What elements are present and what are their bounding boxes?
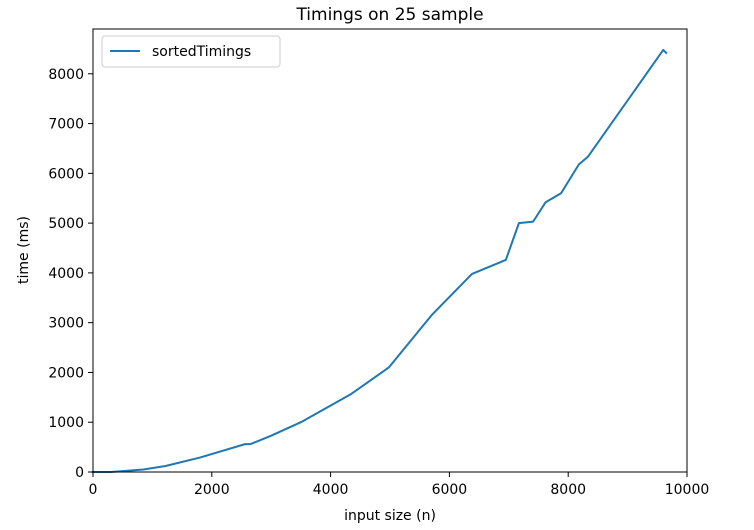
- series-line-sortedTimings: [92, 48, 668, 473]
- x-tick-label: 4000: [313, 482, 349, 498]
- y-tick-label: 2000: [48, 365, 84, 381]
- axes-frame: [92, 28, 688, 473]
- plot-area: 0 2000 4000 6000 8000 10000 0 1000 2000 3000 4000 5…: [48, 28, 710, 498]
- legend-label-sortedTimings: sortedTimings: [152, 44, 251, 60]
- x-tick-label: 6000: [432, 482, 468, 498]
- x-axis-label: input size (n): [344, 508, 436, 524]
- y-tick-label: 7000: [48, 117, 84, 133]
- y-tick-label: 3000: [48, 316, 84, 332]
- legend-box: [101, 35, 281, 68]
- y-tick-label: 5000: [48, 216, 84, 232]
- y-tick-label: 8000: [48, 67, 84, 83]
- legend: sortedTimings: [101, 35, 281, 68]
- chart-title: Timings on 25 sample: [295, 5, 483, 25]
- y-tick-label: 0: [75, 465, 84, 481]
- y-tick-label: 6000: [48, 166, 84, 182]
- y-tick-label: 4000: [48, 266, 84, 282]
- y-tick-label: 1000: [48, 415, 84, 431]
- y-axis-label: time (ms): [16, 216, 32, 284]
- x-tick-label: 10000: [665, 482, 710, 498]
- x-tick-label: 0: [89, 482, 98, 498]
- x-tick-label: 2000: [194, 482, 230, 498]
- x-tick-label: 8000: [550, 482, 586, 498]
